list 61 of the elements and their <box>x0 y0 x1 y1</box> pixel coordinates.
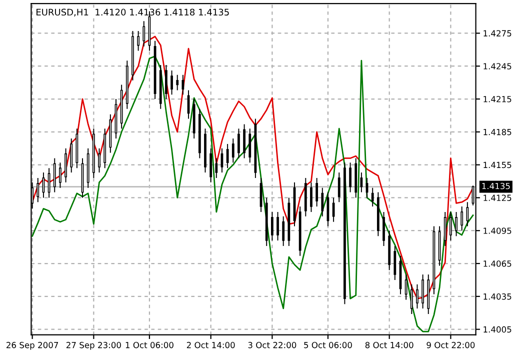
candlestick <box>215 158 218 178</box>
y-tick-label: 1.4155 <box>484 162 512 168</box>
y-tick-label: 1.4005 <box>484 326 512 333</box>
candlestick <box>455 211 458 237</box>
x-tick-label: 26 Sep 2007 <box>6 342 58 350</box>
candlestick <box>360 172 363 193</box>
candlestick <box>98 148 100 173</box>
x-tick-label: 5 Oct 06:00 <box>304 342 352 348</box>
candlestick <box>59 162 62 188</box>
candlestick <box>444 211 446 246</box>
y-tick-label: 1.4185 <box>484 128 512 136</box>
candlestick <box>232 138 234 164</box>
candlestick <box>182 74 184 96</box>
candlestick <box>210 148 212 183</box>
x-tick-label: 2 Oct 14:00 <box>186 342 235 348</box>
y-tick-label: 1.4065 <box>484 260 512 267</box>
x-tick-label: 8 Oct 14:00 <box>365 342 414 348</box>
y-tick-label: 1.4215 <box>484 96 512 102</box>
x-tick-label: 9 Oct 22:00 <box>426 342 475 348</box>
candlestick <box>410 284 413 314</box>
candlestick <box>164 64 168 100</box>
candlestick <box>404 274 408 300</box>
candlestick <box>243 124 246 159</box>
y-tick-label: 1.4095 <box>484 228 512 234</box>
candlestick <box>142 20 146 47</box>
x-tick-label: 1 Oct 06:00 <box>126 342 174 348</box>
line-series <box>32 56 474 332</box>
candlestick <box>137 30 140 52</box>
y-tick-label: 1.4245 <box>484 63 512 70</box>
candlestick <box>466 202 469 227</box>
candlestick <box>460 206 464 232</box>
x-tick-label: 27 Sep 23:00 <box>66 342 121 350</box>
candlestick <box>36 177 40 203</box>
candlestick <box>416 284 418 309</box>
candlestick <box>338 172 340 203</box>
candlestick <box>53 158 56 193</box>
candlestick <box>70 138 73 173</box>
y-tick-label: 1.4035 <box>484 293 512 300</box>
chart-title: EURUSD,H1 1.4120 1.4136 1.4118 1.4135 <box>36 8 229 16</box>
x-tick-label: 3 Oct 22:00 <box>248 342 296 348</box>
candlestick <box>382 211 385 246</box>
candlestick <box>226 143 229 169</box>
candlestick <box>422 274 424 309</box>
candlestick <box>176 74 179 91</box>
candlestick <box>238 128 240 159</box>
candlestick <box>64 148 67 183</box>
y-tick-label: 1.4275 <box>484 30 512 36</box>
candlestick <box>316 177 318 207</box>
candlestick <box>310 182 312 212</box>
candlestick <box>276 211 279 241</box>
y-tick-label: 1.4125 <box>484 194 512 201</box>
ref-line-label: 1.4135 <box>482 182 510 190</box>
candlestick <box>321 187 324 217</box>
candlestick <box>170 70 173 96</box>
candlestick <box>270 211 274 241</box>
candlestick <box>449 211 452 241</box>
candlestick <box>394 245 396 280</box>
candlestick <box>371 187 374 207</box>
candlestick <box>282 216 285 246</box>
candlestick <box>248 128 252 164</box>
candlestick <box>349 162 352 193</box>
